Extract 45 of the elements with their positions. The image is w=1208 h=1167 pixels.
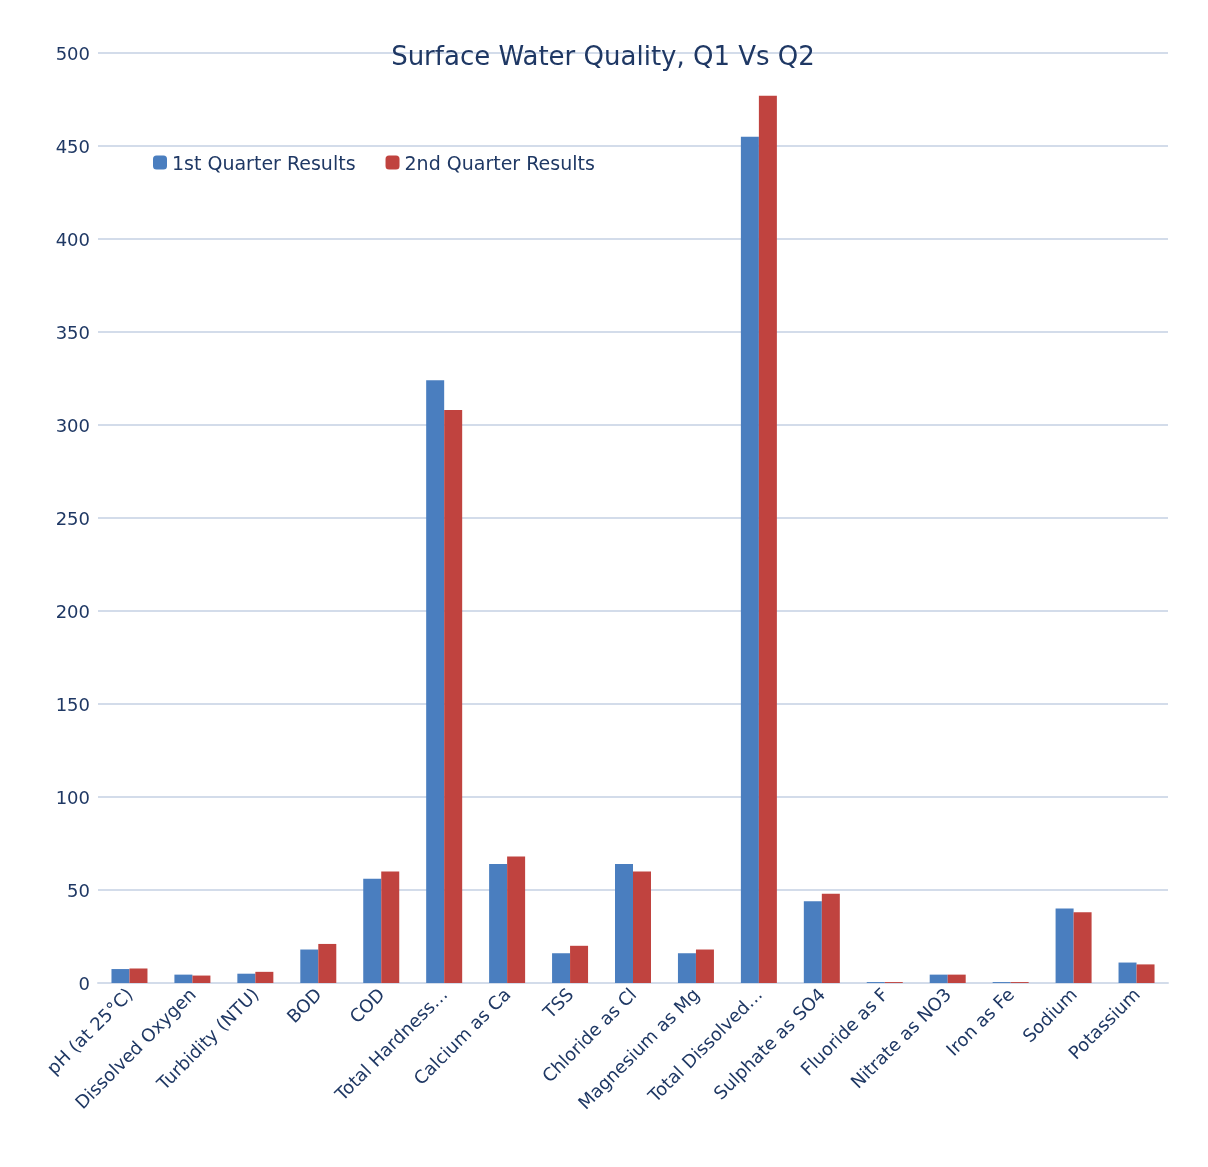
bar [300,949,319,983]
bar [740,136,759,983]
y-tick-label: 450 [55,135,90,157]
y-tick-label: 50 [67,879,90,901]
bar [947,974,966,983]
legend-label: 1st Quarter Results [172,151,356,174]
bar [381,871,400,983]
y-tick-label: 150 [55,693,90,715]
bar [695,949,714,983]
bar [1118,962,1137,983]
bar [111,969,130,983]
bar [444,410,463,983]
bar [174,974,193,983]
bar [1055,908,1074,983]
bar [552,953,571,983]
y-tick-label: 100 [55,786,90,808]
y-tick-label: 350 [55,321,90,343]
bar [237,973,256,983]
y-tick-label: 200 [55,600,90,622]
bar [1136,964,1155,983]
y-tick-label: 400 [55,228,90,250]
bar [615,863,633,983]
bar [426,380,445,983]
bar [192,975,211,983]
bar [507,856,526,983]
legend-label: 2nd Quarter Results [404,151,595,174]
bar [633,871,651,983]
y-tick-label: 250 [55,507,90,529]
bar [821,893,840,983]
y-tick-label: 0 [78,972,90,994]
x-tick-label: TSS [538,983,578,1024]
bar [129,968,148,983]
bar [318,943,337,983]
y-tick-label: 500 [55,42,90,64]
bar [758,95,777,983]
bar [570,945,589,983]
bar [255,971,274,983]
y-tick-label: 300 [55,414,90,436]
bar [677,953,696,983]
bar [363,878,382,983]
bar [1073,912,1092,983]
bar [489,863,508,983]
bar [929,974,948,983]
chart-title: Surface Water Quality, Q1 Vs Q2 [391,41,815,71]
bar [803,901,822,983]
